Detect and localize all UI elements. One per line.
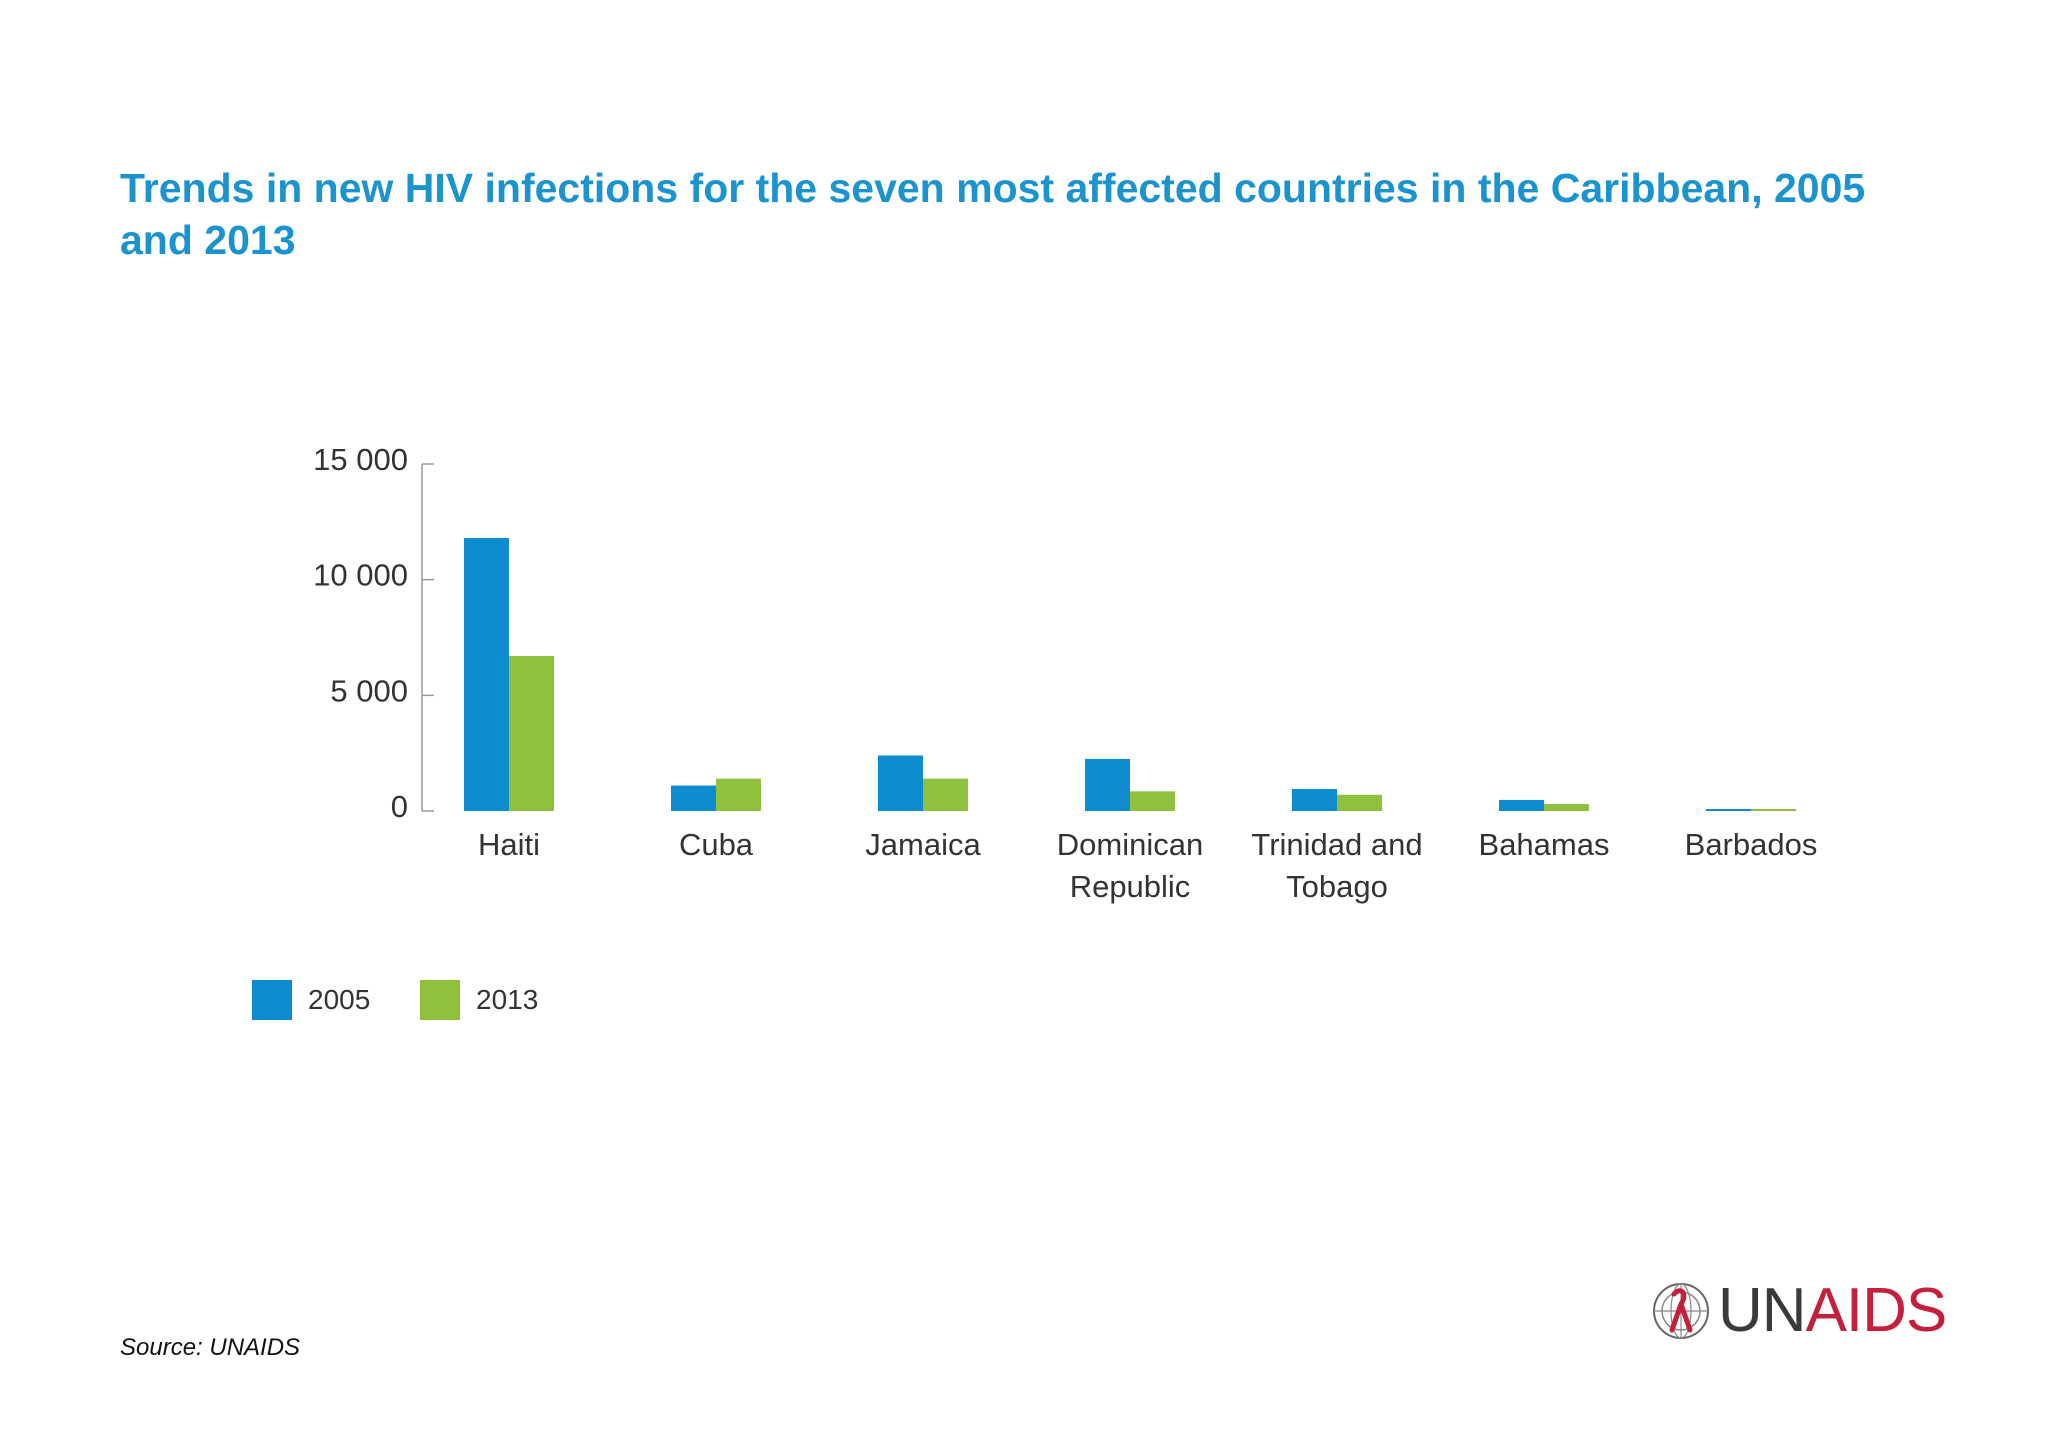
bar-2005-cuba <box>671 785 716 811</box>
legend-label-2013: 2013 <box>476 984 539 1015</box>
legend-item-2013: 2013 <box>420 980 538 1020</box>
y-axis: 0 5 000 10 000 15 000 <box>313 442 434 824</box>
y-tick-label: 5 000 <box>330 673 408 708</box>
bar-2005-bahamas <box>1499 799 1544 811</box>
x-tick-label: Cuba <box>679 827 754 862</box>
bar-2005-haiti <box>464 538 509 811</box>
y-tick-label: 0 <box>391 789 408 824</box>
bar-2005-barbados <box>1706 809 1751 811</box>
x-tick-label: Trinidad and Tobago <box>1251 827 1422 904</box>
x-axis-labels: Haiti Cuba Jamaica Dominican Republic Trinida… <box>478 827 1817 904</box>
legend-swatch-2013 <box>420 980 460 1020</box>
bar-2005-jamaica <box>878 755 923 811</box>
bar-2013-barbados <box>1751 809 1796 811</box>
y-tick-label: 10 000 <box>313 558 408 593</box>
unaids-logo: UNAIDS <box>1650 1276 1947 1345</box>
logo-wordmark: UNAIDS <box>1718 1276 1947 1345</box>
legend-label-2005: 2005 <box>308 984 371 1015</box>
x-tick-label: Barbados <box>1685 827 1818 862</box>
bar-2013-trinidad-and-tobago <box>1337 794 1382 811</box>
chart-title: Trends in new HIV infections for the sev… <box>120 165 1866 263</box>
bar-2005-dominican-republic <box>1085 758 1130 811</box>
y-tick-label: 15 000 <box>313 442 408 477</box>
bar-2013-jamaica <box>923 778 968 811</box>
x-tick-label: Dominican Republic <box>1057 827 1203 904</box>
bar-group <box>464 538 1796 811</box>
bar-2013-bahamas <box>1544 804 1589 811</box>
x-tick-label: Haiti <box>478 827 540 862</box>
legend-item-2005: 2005 <box>252 980 370 1020</box>
bar-2013-haiti <box>509 656 554 811</box>
x-tick-label: Bahamas <box>1479 827 1610 862</box>
bar-2005-trinidad-and-tobago <box>1292 789 1337 811</box>
source-note: Source: UNAIDS <box>120 1334 301 1361</box>
x-tick-label: Jamaica <box>865 827 981 862</box>
bar-2013-dominican-republic <box>1130 791 1175 811</box>
un-emblem-icon <box>1653 1283 1709 1339</box>
bar-2013-cuba <box>716 778 761 811</box>
legend-swatch-2005 <box>252 980 292 1020</box>
